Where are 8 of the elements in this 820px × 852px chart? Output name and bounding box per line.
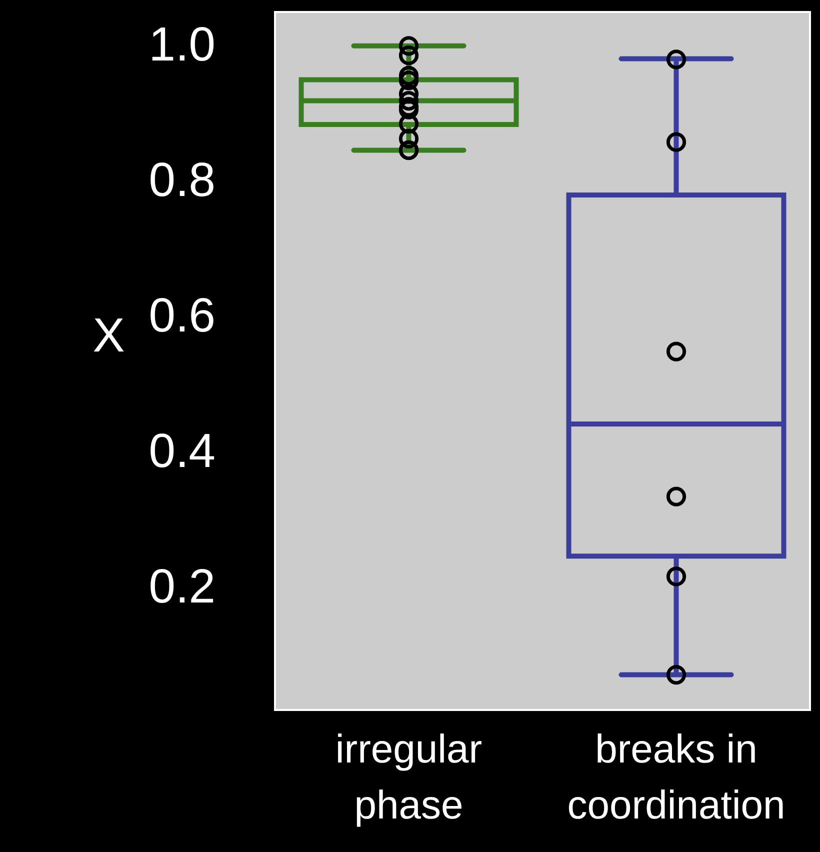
y-tick-label: 0.8 bbox=[148, 154, 216, 207]
x-tick-label: irregular phase bbox=[335, 728, 482, 828]
y-tick-label: 0.6 bbox=[148, 289, 216, 342]
y-tick-label: 0.4 bbox=[148, 424, 216, 478]
y-tick-label: 1.0 bbox=[148, 18, 216, 72]
y-tick-label: 0.2 bbox=[148, 560, 216, 614]
y-axis-title: X bbox=[92, 310, 125, 362]
x-tick-label: breaks in coordination bbox=[567, 728, 786, 828]
